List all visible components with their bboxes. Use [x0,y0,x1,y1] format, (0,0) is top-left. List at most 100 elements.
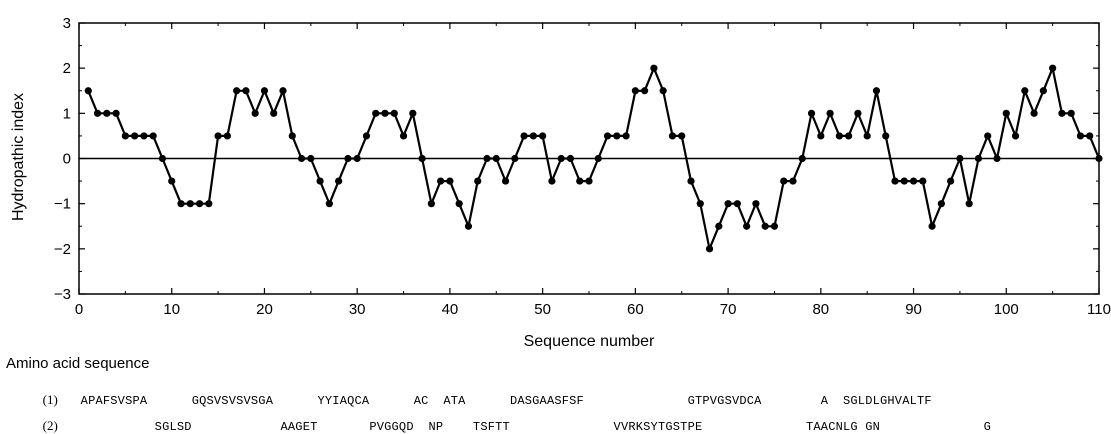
data-point [909,177,918,185]
data-point [427,200,435,208]
data-point [733,200,741,208]
data-point [288,132,296,140]
x-tick-label: 50 [534,301,551,318]
series-line [87,67,1101,250]
data-point [1021,87,1029,95]
x-tick-label: 30 [349,301,366,318]
data-point [335,177,343,185]
data-point [121,132,129,140]
data-point [891,177,899,185]
data-point [705,245,714,253]
data-point [464,222,473,230]
y-tick-label: 2 [63,60,71,77]
data-point [724,200,732,208]
x-tick-label: 0 [75,301,83,318]
data-point [1067,109,1075,117]
data-point [780,177,788,185]
data-point [168,177,176,185]
data-point [214,132,222,140]
data-point [984,132,992,140]
x-tick-label: 20 [256,301,273,318]
data-point [297,154,306,163]
data-point [325,200,333,208]
data-point [789,177,797,185]
x-tick-label: 60 [627,301,644,318]
data-point [900,177,908,185]
data-point [483,154,491,163]
sequence-row-2: (2) SGLSD AAGET PVGGQD NP TSFTT VVRKSYTG… [36,404,991,434]
data-point [1039,87,1047,95]
data-point [622,132,630,140]
x-tick-label: 70 [720,301,737,318]
data-point [149,132,157,140]
data-point [529,132,537,140]
data-point [103,109,111,117]
data-point [1086,132,1094,140]
data-point [381,109,389,117]
data-point [882,132,890,140]
x-axis-label: Sequence number [524,333,655,350]
data-point [826,109,834,117]
sequence-row-1: (1) APAFSVSPA GQSVSVSVSGA YYIAQCA AC ATA … [36,378,932,408]
data-point [835,132,843,140]
data-point [233,87,241,95]
y-tick-label: −1 [54,196,71,213]
data-point [195,200,204,208]
y-tick-label: −2 [54,241,71,258]
data-point [186,200,194,208]
data-point [798,154,806,163]
plot-frame-layer [78,22,1100,295]
data-point [270,109,278,117]
series-line-layer [87,67,1101,250]
data-point [158,154,167,163]
y-axis-label: Hydropathic index [10,93,27,221]
data-point [1076,132,1085,140]
data-point [177,200,185,208]
data-point [557,154,565,163]
data-point [845,132,853,140]
data-point [603,132,612,140]
data-point [807,109,816,117]
data-point [566,154,575,163]
x-tick-label: 40 [442,301,459,318]
data-point [1095,154,1103,163]
y-tick-label: −3 [54,286,71,303]
data-point [418,154,426,163]
data-point [937,200,945,208]
y-tick-label: 1 [63,105,71,122]
data-point [687,177,695,185]
data-point [390,109,398,117]
data-point [752,200,760,208]
data-point [548,177,556,185]
data-point [223,132,231,140]
data-point [316,177,324,185]
data-point [659,87,667,95]
data-point [1011,132,1020,140]
data-point [474,177,482,185]
data-point [251,109,259,117]
data-point [715,222,723,230]
data-point [974,154,983,163]
data-point [501,177,510,185]
data-point [854,109,862,117]
data-point [205,200,213,208]
data-point [613,132,621,140]
data-point [399,132,408,140]
sequence-title: Amino acid sequence [6,355,150,372]
data-point [585,177,593,185]
data-point [344,154,352,163]
data-point [131,132,139,140]
x-tick-label: 10 [163,301,180,318]
data-point [594,154,602,163]
data-point [965,200,973,208]
data-point [1030,109,1038,117]
sequence-row-text: SGLSD AAGET PVGGQD NP TSFTT VVRKSYTGSTPE… [80,420,992,434]
sequence-row-text: APAFSVSPA GQSVSVSVSGA YYIAQCA AC ATA DAS… [80,394,932,408]
data-point [140,132,148,140]
data-point [242,87,250,95]
data-point [307,154,315,163]
x-tick-label: 90 [905,301,922,318]
data-point [993,154,1001,163]
